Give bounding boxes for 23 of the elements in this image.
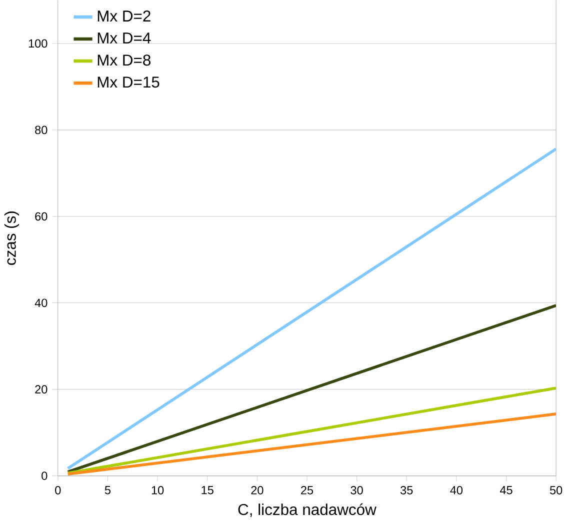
x-tick-label: 45	[500, 486, 512, 494]
x-tick-label: 50	[550, 486, 562, 494]
y-tick-label: 0	[42, 471, 48, 480]
y-tick-label: 20	[35, 385, 48, 394]
x-tick-label: 25	[301, 486, 314, 494]
x-tick-label: 30	[350, 486, 363, 494]
y-axis-title: czas (s)	[4, 211, 20, 265]
legend-label: Mx D=15	[98, 76, 160, 88]
legend-label: Mx D=2	[98, 10, 150, 22]
y-tick-label: 60	[35, 212, 48, 220]
y-tick-label: 100	[28, 39, 48, 48]
x-tick-label: 0	[55, 486, 61, 494]
x-tick-label: 40	[450, 486, 463, 494]
x-tick-label: 35	[400, 486, 413, 494]
legend-label: Mx D=8	[98, 54, 150, 66]
x-axis-title: C, liczba nadawców	[238, 503, 376, 517]
y-tick-label: 80	[35, 126, 48, 134]
x-tick-label: 20	[251, 486, 264, 494]
legend-label: Mx D=4	[98, 32, 151, 44]
x-tick-label: 5	[104, 486, 111, 494]
x-tick-label: 10	[152, 486, 164, 494]
x-tick-label: 15	[202, 486, 214, 494]
y-tick-label: 40	[34, 298, 48, 307]
